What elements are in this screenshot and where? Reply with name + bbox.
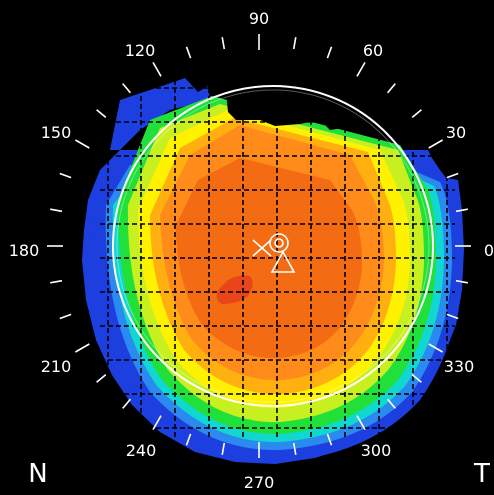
axis-label-0: 0 <box>484 241 494 260</box>
axis-label-90: 90 <box>249 9 269 28</box>
degree-tick <box>411 373 422 383</box>
degree-tick <box>122 398 132 409</box>
degree-tick <box>326 433 333 446</box>
axis-label-300: 300 <box>361 441 392 460</box>
axis-label-270: 270 <box>244 473 275 491</box>
degree-tick <box>96 373 107 383</box>
degree-ticks <box>47 34 471 458</box>
degree-tick <box>59 172 72 179</box>
degree-tick <box>446 313 459 320</box>
degree-tick <box>221 37 226 50</box>
axis-label-120: 120 <box>125 41 156 60</box>
degree-tick <box>446 172 459 179</box>
degree-tick <box>356 415 366 430</box>
degree-tick <box>292 37 297 50</box>
degree-tick <box>185 46 192 59</box>
degree-tick <box>75 343 90 353</box>
degree-tick <box>59 313 72 320</box>
reference-ring-inner <box>116 89 430 403</box>
nasal-label: N <box>28 459 47 489</box>
grid-lines <box>100 80 455 440</box>
axis-label-210: 210 <box>41 357 72 376</box>
axis-label-240: 240 <box>126 441 157 460</box>
degree-tick <box>428 139 443 149</box>
degree-tick <box>75 139 90 149</box>
degree-tick <box>326 46 333 59</box>
degree-tick <box>455 208 468 213</box>
degree-tick <box>152 415 162 430</box>
axis-label-150: 150 <box>41 123 72 142</box>
degree-tick <box>185 433 192 446</box>
x-circle-triangle-markers-icon <box>252 233 296 273</box>
temporal-label: T <box>473 459 490 489</box>
degree-tick <box>221 442 226 455</box>
axis-label-30: 30 <box>446 123 466 142</box>
reference-ring <box>112 85 434 407</box>
degree-tick <box>50 279 63 284</box>
degree-tick <box>428 343 443 353</box>
degree-tick <box>455 279 468 284</box>
degree-tick <box>96 109 107 119</box>
degree-tick <box>50 208 63 213</box>
axis-label-330: 330 <box>444 357 475 376</box>
degree-tick <box>411 109 422 119</box>
degree-tick <box>292 442 297 455</box>
degree-tick <box>386 83 396 94</box>
degree-tick <box>152 62 162 77</box>
degree-tick <box>356 62 366 77</box>
color-zones <box>82 78 464 464</box>
axis-label-180: 180 <box>9 241 40 260</box>
axis-label-60: 60 <box>363 41 383 60</box>
degree-tick <box>386 398 396 409</box>
degree-tick <box>122 83 132 94</box>
